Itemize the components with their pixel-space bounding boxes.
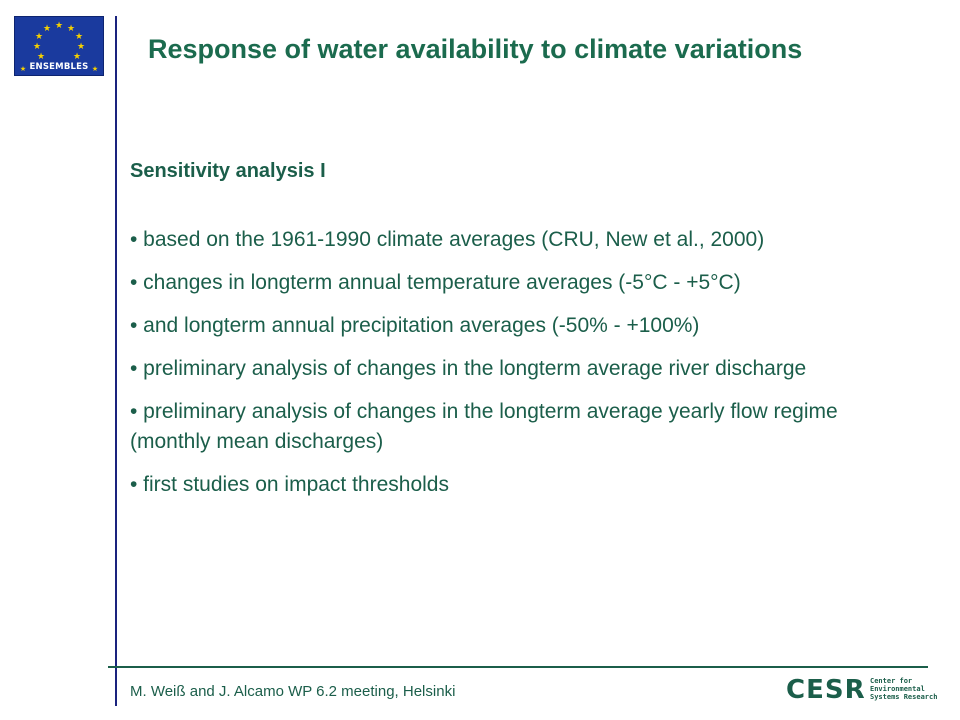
footer-text: M. Weiß and J. Alcamo WP 6.2 meeting, He… (130, 683, 456, 700)
svg-text:★: ★ (55, 20, 63, 30)
cesr-logo-text: CESR (786, 675, 866, 705)
bullet-item: • changes in longterm annual temperature… (130, 271, 741, 294)
svg-text:★: ★ (67, 23, 75, 33)
ensembles-logo-text: ENSEMBLES (29, 62, 89, 72)
cesr-subtitle-line: Systems Research (870, 693, 938, 701)
cesr-logo-subtitle: Center for Environmental Systems Researc… (870, 677, 960, 701)
svg-text:★: ★ (20, 65, 26, 73)
slide-subtitle: Sensitivity analysis I (130, 160, 326, 182)
bullet-item: • first studies on impact thresholds (130, 473, 449, 496)
svg-text:★: ★ (77, 41, 85, 51)
ensembles-logo: ★ ★ ★ ★ ★ ★ ★ ★ ★ ★ ★ ENSEMBLES (14, 16, 104, 76)
svg-text:★: ★ (33, 41, 41, 51)
bullet-item: • preliminary analysis of changes in the… (130, 357, 807, 380)
svg-text:★: ★ (35, 31, 43, 41)
bullet-item: • based on the 1961-1990 climate average… (130, 228, 765, 251)
vertical-rule (115, 16, 117, 706)
horizontal-rule (108, 666, 928, 668)
cesr-subtitle-line: Environmental (870, 685, 925, 693)
cesr-subtitle-line: Center for (870, 677, 913, 685)
eu-stars-icon: ★ ★ ★ ★ ★ ★ ★ ★ ★ ★ ★ (20, 20, 98, 73)
svg-text:★: ★ (75, 31, 83, 41)
bullet-item: • preliminary analysis of changes in the… (130, 400, 838, 453)
svg-text:★: ★ (43, 23, 51, 33)
svg-text:★: ★ (37, 51, 45, 61)
cesr-logo: CESR Center for Environmental Systems Re… (786, 674, 956, 708)
svg-text:★: ★ (73, 51, 81, 61)
slide-title: Response of water availability to climat… (148, 34, 803, 64)
svg-text:★: ★ (92, 65, 98, 73)
bullet-item: • and longterm annual precipitation aver… (130, 314, 700, 337)
bullet-list: • based on the 1961-1990 climate average… (130, 225, 920, 513)
